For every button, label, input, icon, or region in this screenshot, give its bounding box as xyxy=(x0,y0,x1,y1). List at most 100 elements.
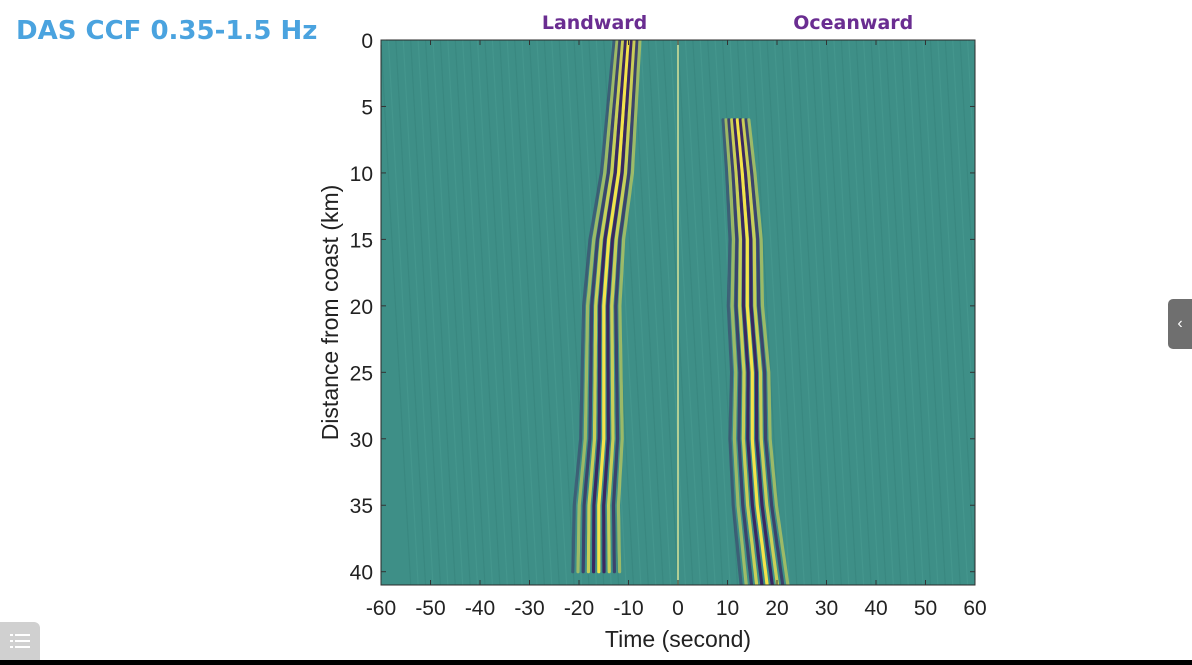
background-texture-stripe xyxy=(536,40,568,585)
y-tick-label: 25 xyxy=(350,362,373,385)
background-texture-stripe xyxy=(506,40,538,585)
oceanward-label: Oceanward xyxy=(793,12,914,34)
oceanward-wavefront-stripe xyxy=(747,118,790,585)
background-texture-stripe xyxy=(907,40,939,585)
oceanward-wavefront-stripe xyxy=(730,118,759,585)
background-texture-stripe xyxy=(840,40,872,585)
y-tick-label: 40 xyxy=(350,562,373,585)
background-texture-stripe xyxy=(462,40,493,585)
y-tick-label: 0 xyxy=(361,30,373,53)
x-tick-label: 30 xyxy=(815,597,838,620)
background-texture-stripe xyxy=(640,40,672,585)
oceanward-wavefront-stripe xyxy=(727,118,754,585)
background-texture-stripe xyxy=(402,40,434,585)
background-texture-stripe xyxy=(410,40,441,585)
background-texture-stripe xyxy=(647,40,679,585)
background-texture-stripe xyxy=(766,40,798,585)
background-texture-stripe xyxy=(892,40,924,585)
background-texture-stripe xyxy=(900,40,932,585)
background-texture-stripe xyxy=(528,40,560,585)
side-panel-tab[interactable]: ‹ xyxy=(1168,299,1192,349)
background-texture-stripe xyxy=(855,40,887,585)
x-tick-label: -60 xyxy=(366,597,396,620)
background-texture-stripe xyxy=(632,40,664,585)
background-texture-stripe xyxy=(773,40,805,585)
oceanward-wavefront-stripe xyxy=(744,118,785,585)
background-texture-stripe xyxy=(863,40,894,585)
list-menu-icon xyxy=(10,634,30,648)
background-texture-stripe xyxy=(751,40,783,585)
y-tick-label: 30 xyxy=(350,429,373,452)
landward-label: Landward xyxy=(541,12,648,34)
oceanward-wavefront-stripe xyxy=(732,118,764,585)
background-texture-stripe xyxy=(454,40,486,585)
background-texture-stripe xyxy=(959,40,975,324)
landward-wavefront-stripe xyxy=(571,40,616,574)
background-texture-stripe xyxy=(514,40,545,585)
background-texture-stripe xyxy=(877,40,909,585)
x-tick-label: 50 xyxy=(914,597,937,620)
background-texture-stripe xyxy=(796,40,828,585)
x-tick-label: -50 xyxy=(415,597,445,620)
slide-menu-button[interactable] xyxy=(0,622,40,660)
background-texture-stripe xyxy=(417,40,449,585)
slide-title: DAS CCF 0.35-1.5 Hz xyxy=(16,16,318,46)
landward-wavefront-stripe xyxy=(581,40,622,574)
background-texture-stripe xyxy=(677,40,709,585)
background-texture-stripe xyxy=(885,40,917,585)
background-texture-stripe xyxy=(707,40,738,585)
background-texture-stripe xyxy=(699,40,731,585)
bottom-bar xyxy=(0,660,1192,665)
background-texture-stripe xyxy=(714,40,746,585)
oceanward-wavefront-stripe xyxy=(724,118,748,585)
background-texture-stripe xyxy=(491,40,523,585)
oceanward-wavefront-stripe xyxy=(741,118,780,585)
x-tick-label: 0 xyxy=(672,597,684,620)
y-tick-label: 35 xyxy=(350,495,373,518)
landward-wavefront-stripe xyxy=(606,40,636,574)
y-axis-label: Distance from coast (km) xyxy=(317,185,343,441)
background-texture-stripe xyxy=(484,40,516,585)
landward-wavefront-stripe xyxy=(576,40,619,574)
background-texture-stripe xyxy=(803,40,835,585)
background-texture-stripe xyxy=(381,40,412,585)
landward-wavefront-stripe xyxy=(592,40,628,574)
landward-wavefront-stripe xyxy=(611,40,639,574)
x-tick-label: -40 xyxy=(465,597,495,620)
background-texture-stripe xyxy=(551,40,583,585)
background-texture-stripe xyxy=(974,40,975,52)
background-texture-stripe xyxy=(692,40,724,585)
background-texture-stripe xyxy=(825,40,857,585)
background-texture-stripe xyxy=(811,40,842,585)
landward-wavefront-stripe xyxy=(616,40,642,574)
background-texture-stripe xyxy=(395,40,427,585)
chevron-left-icon: ‹ xyxy=(1177,315,1183,332)
oceanward-wavefront-stripe xyxy=(735,118,769,585)
background-texture-stripe xyxy=(870,40,902,585)
background-texture-stripe xyxy=(424,40,456,585)
background-texture-stripe xyxy=(929,40,961,585)
background-texture-stripe xyxy=(952,40,975,460)
background-texture-stripe xyxy=(521,40,553,585)
background-texture-stripe xyxy=(937,40,969,585)
background-texture-stripe xyxy=(944,40,975,585)
background-texture-stripe xyxy=(543,40,575,585)
background-texture-stripe xyxy=(759,40,790,585)
background-texture-stripe xyxy=(669,40,701,585)
y-tick-label: 5 xyxy=(361,96,373,119)
background-texture-stripe xyxy=(781,40,813,585)
y-tick-label: 10 xyxy=(350,163,373,186)
background-texture-stripe xyxy=(788,40,820,585)
x-axis-label: Time (second) xyxy=(605,626,751,652)
landward-wavefront-stripe xyxy=(602,40,633,574)
x-tick-label: -30 xyxy=(514,597,544,620)
background-texture-stripe xyxy=(922,40,954,585)
background-texture-stripe xyxy=(387,40,419,585)
landward-wavefront-stripe xyxy=(597,40,631,574)
x-tick-label: 10 xyxy=(716,597,739,620)
x-tick-label: 40 xyxy=(864,597,887,620)
x-tick-label: -20 xyxy=(564,597,594,620)
background-texture-stripe xyxy=(432,40,464,585)
background-texture-stripe xyxy=(848,40,880,585)
